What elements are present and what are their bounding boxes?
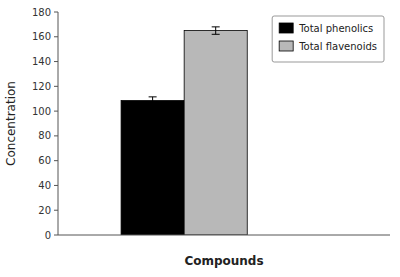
chart-svg: 0 20 40 60 80 100 120 140 160 180 Compounds Concent… [0, 0, 400, 277]
legend-label: Total flavenoids [298, 41, 377, 52]
y-tick [54, 36, 58, 37]
error-bar [212, 27, 220, 34]
y-axis-label: Concentration [4, 81, 18, 166]
error-bars [149, 27, 220, 104]
legend-swatch [279, 23, 293, 33]
y-tick-label: 120 [32, 81, 51, 92]
y-tick-label: 80 [38, 130, 51, 141]
y-tick [54, 185, 58, 186]
y-tick [54, 210, 58, 211]
y-tick-label: 0 [45, 230, 51, 241]
legend: Total phenolics Total flavenoids [272, 16, 384, 62]
y-tick [54, 86, 58, 87]
legend-frame [272, 16, 384, 62]
y-tick [54, 111, 58, 112]
y-tick [54, 160, 58, 161]
x-axis-line [58, 235, 390, 236]
chart-container: 0 20 40 60 80 100 120 140 160 180 Compounds Concent… [0, 0, 400, 277]
error-bar [149, 97, 157, 104]
y-tick [54, 61, 58, 62]
y-tick-label: 40 [38, 180, 51, 191]
x-axis-label: Compounds [184, 254, 263, 268]
y-tick [54, 12, 58, 13]
bar [121, 101, 184, 235]
legend-swatch [279, 41, 293, 51]
bar [184, 31, 247, 235]
y-tick [54, 235, 58, 236]
y-tick-label: 180 [32, 7, 51, 18]
y-tick [54, 135, 58, 136]
y-tick-label: 20 [38, 205, 51, 216]
y-tick-label: 100 [32, 106, 51, 117]
y-axis: 0 20 40 60 80 100 120 140 160 180 [32, 7, 58, 241]
bars [121, 31, 247, 235]
y-axis-line [58, 12, 59, 235]
y-tick-label: 140 [32, 56, 51, 67]
legend-label: Total phenolics [298, 23, 373, 34]
y-tick-label: 160 [32, 31, 51, 42]
y-tick-label: 60 [38, 155, 51, 166]
